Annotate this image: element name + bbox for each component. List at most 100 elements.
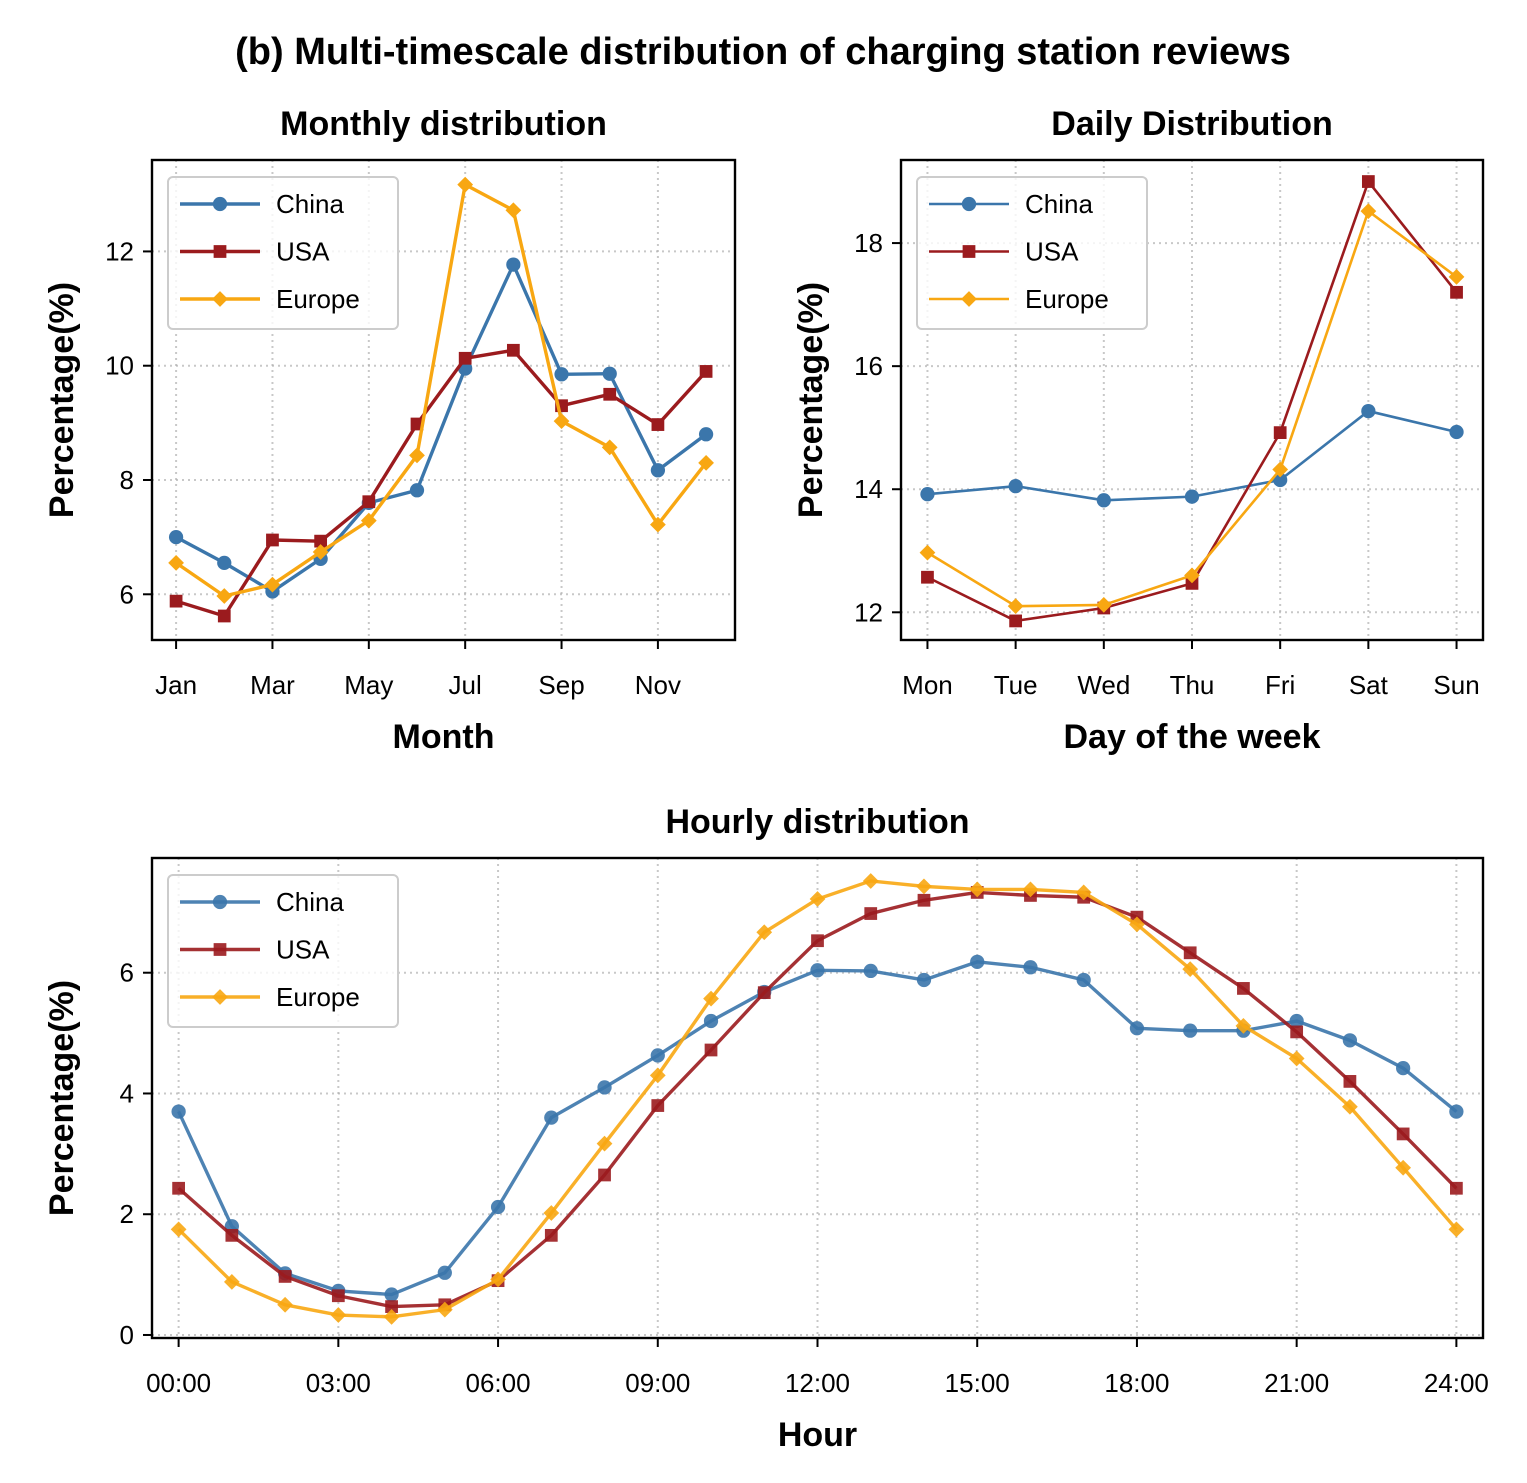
daily-chart: Mon Tue Wed Thu Fri Sat Sun 12 14 16 18 Daily Distr…	[792, 105, 1485, 756]
figure-title: (b) Multi-timescale distribution of char…	[235, 31, 1291, 73]
x-tick-label: 09:00	[625, 1368, 690, 1398]
usa-data-point	[1450, 1181, 1463, 1195]
europe-data-point	[505, 202, 522, 219]
china-data-point	[863, 963, 878, 979]
chart-title: Daily Distribution	[1051, 105, 1332, 143]
europe-data-point	[1095, 597, 1112, 613]
europe-data-point	[1129, 916, 1145, 933]
y-tick-label: 16	[854, 351, 883, 381]
usa-data-point	[704, 1043, 718, 1057]
china-data-point	[217, 555, 232, 570]
plot-frame	[150, 158, 737, 642]
y-tick-label: 12	[105, 236, 134, 266]
usa-data-point	[225, 1228, 239, 1242]
usa-data-point	[169, 594, 183, 608]
china-data-point	[1361, 403, 1376, 419]
usa-data-point	[1396, 1127, 1410, 1141]
china-data-point	[490, 1199, 506, 1215]
usa-data-point	[921, 570, 934, 584]
china-data-point	[1273, 472, 1288, 488]
china-data-point	[970, 954, 985, 969]
china-legend-label: China	[276, 189, 344, 219]
legend: China USA Europe	[167, 874, 399, 1028]
europe-data-point	[919, 544, 936, 561]
x-tick-label: Tue	[994, 670, 1038, 700]
x-tick-label: 15:00	[945, 1368, 1010, 1398]
china-legend-marker	[212, 196, 228, 212]
europe-data-point	[543, 1205, 560, 1221]
usa-data-point	[458, 351, 472, 365]
series-group	[168, 176, 714, 623]
china-data-point	[554, 367, 569, 382]
europe-data-point	[1448, 1221, 1465, 1238]
europe-data-point	[1272, 461, 1289, 478]
europe-data-point	[756, 924, 773, 941]
china-data-point	[810, 963, 825, 978]
y-tick-label: 10	[105, 351, 134, 381]
x-tick-label: 03:00	[306, 1368, 371, 1398]
china-data-point	[437, 1265, 452, 1280]
usa-data-point	[1185, 577, 1199, 590]
europe-data-point	[596, 1135, 613, 1152]
series-group	[919, 175, 1465, 628]
europe-data-point	[330, 1307, 347, 1323]
europe-data-point	[277, 1296, 293, 1313]
usa-legend-label: USA	[1025, 237, 1079, 267]
x-tick-label: Sun	[1433, 670, 1479, 700]
europe-data-point	[862, 873, 879, 889]
europe-data-point	[312, 544, 329, 560]
x-tick-label: Mar	[250, 670, 295, 700]
europe-data-point	[409, 447, 425, 464]
usa-data-point	[314, 534, 328, 548]
china-legend-marker	[961, 196, 977, 212]
usa-data-point	[757, 986, 771, 1000]
usa-data-point	[544, 1228, 558, 1242]
china-data-point	[1129, 1021, 1145, 1036]
usa-data-point	[331, 1289, 345, 1303]
legend: China USA Europe	[167, 176, 399, 330]
usa-data-point	[1290, 1025, 1304, 1039]
china-data-point	[1289, 1013, 1304, 1029]
china-data-point	[650, 1048, 665, 1063]
china-data-point	[1183, 1023, 1198, 1038]
y-tick-label: 2	[120, 1199, 134, 1229]
legend-box	[167, 176, 399, 330]
usa-data-point	[1009, 614, 1023, 628]
x-tick-label: Sep	[538, 670, 584, 700]
usa-data-point	[1183, 946, 1197, 960]
x-tick-label: 24:00	[1424, 1368, 1489, 1398]
usa-data-point	[699, 365, 713, 378]
europe-data-point	[1184, 567, 1200, 584]
x-tick-label: 18:00	[1104, 1368, 1169, 1398]
china-data-point	[168, 530, 184, 545]
usa-data-point	[506, 343, 520, 357]
chart-title: Monthly distribution	[280, 105, 607, 143]
y-axis-label: Percentage(%)	[43, 282, 81, 518]
x-tick-label: May	[344, 670, 393, 700]
usa-data-point	[917, 893, 931, 907]
usa-legend-label: USA	[276, 237, 330, 267]
china-legend-marker	[212, 894, 228, 910]
china-legend-label: China	[1025, 189, 1093, 219]
china-data-point	[1076, 972, 1091, 988]
y-tick-label: 18	[854, 228, 883, 258]
europe-series-line	[175, 182, 708, 598]
usa-data-point	[410, 417, 424, 431]
europe-data-point	[916, 878, 932, 895]
europe-legend-marker	[212, 291, 228, 307]
china-data-point	[1023, 960, 1038, 975]
usa-data-point	[598, 1168, 611, 1182]
usa-legend-label: USA	[276, 935, 330, 965]
y-tick-label: 6	[120, 579, 134, 609]
y-tick-label: 0	[120, 1320, 134, 1350]
x-axis-label: Day of the week	[1064, 718, 1321, 756]
x-tick-label: Nov	[635, 670, 681, 700]
x-axis-label: Hour	[778, 1416, 857, 1454]
europe-legend-label: Europe	[1025, 284, 1109, 314]
usa-data-point	[266, 533, 279, 547]
y-tick-label: 14	[854, 474, 883, 504]
europe-data-point	[1007, 598, 1024, 615]
europe-data-point	[1235, 1017, 1252, 1034]
y-tick-label: 6	[120, 958, 134, 988]
